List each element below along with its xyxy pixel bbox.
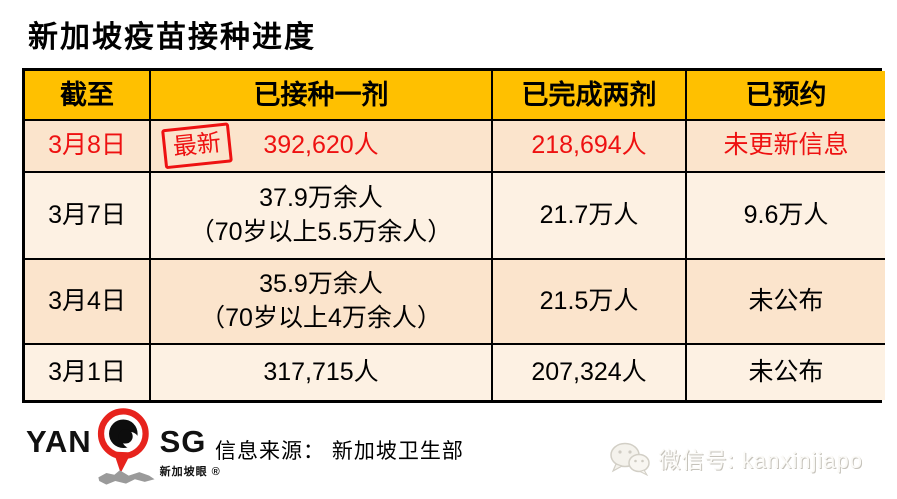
eye-magnifier-icon	[97, 408, 155, 485]
logo-subtitle: 新加坡眼 ®	[160, 463, 221, 479]
column-header-booked: 已预约	[687, 71, 885, 121]
dose1-value: 35.9万余人	[259, 269, 383, 298]
table-row-dose2: 218,694人	[493, 121, 687, 173]
table-row-dose1: 37.9万余人 （70岁以上5.5万余人）	[151, 173, 493, 260]
table-row-dose2: 21.5万人	[493, 260, 687, 345]
table-row-date: 3月8日	[25, 121, 151, 173]
table-row-dose1: 最新 392,620人	[151, 121, 493, 173]
dose1-subnote: （70岁以上4万余人）	[200, 303, 442, 332]
table-row-date: 3月4日	[25, 260, 151, 345]
table-row-dose1: 317,715人	[151, 345, 493, 400]
wechat-icon	[609, 442, 650, 476]
wechat-watermark: 微信号: kanxinjiapo	[609, 442, 863, 476]
table-row-date: 3月7日	[25, 173, 151, 260]
column-header-dose2: 已完成两剂	[493, 71, 687, 121]
vaccination-table: 截至 已接种一剂 已完成两剂 已预约 3月8日 最新 392,620人 218,…	[22, 68, 885, 403]
registered-mark: ®	[211, 466, 221, 478]
table-row-booked: 未更新信息	[687, 121, 885, 173]
yansg-logo: YAN SG 新加坡眼 ®	[26, 406, 221, 490]
logo-subtitle-text: 新加坡眼	[159, 466, 208, 478]
table-row-date: 3月1日	[25, 345, 151, 400]
table-row-dose2: 21.7万人	[493, 173, 687, 260]
dose1-value: 392,620人	[263, 131, 379, 160]
dose1-value: 37.9万余人	[259, 183, 383, 212]
logo-text-yan: YAN	[26, 424, 92, 459]
source-line: 信息来源： 新加坡卫生部	[215, 440, 464, 463]
latest-badge: 最新	[161, 122, 233, 170]
page-title: 新加坡疫苗接种进度	[28, 21, 316, 54]
dose1-subnote: （70岁以上5.5万余人）	[189, 217, 453, 246]
column-header-dose1: 已接种一剂	[151, 71, 493, 121]
table-row-dose2: 207,324人	[493, 345, 687, 400]
table-row-booked: 9.6万人	[687, 173, 885, 260]
column-header-date: 截至	[25, 71, 151, 121]
table-row-dose1: 35.9万余人 （70岁以上4万余人）	[151, 260, 493, 345]
logo-sg-block: SG 新加坡眼 ®	[160, 424, 221, 479]
logo-text-sg: SG	[159, 424, 207, 459]
table-row-booked: 未公布	[687, 345, 885, 400]
wechat-id-text: 微信号: kanxinjiapo	[658, 448, 863, 473]
table-row-booked: 未公布	[687, 260, 885, 345]
